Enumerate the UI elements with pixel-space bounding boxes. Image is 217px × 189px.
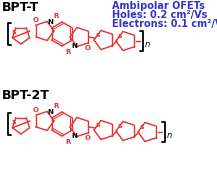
Text: R: R — [53, 13, 59, 19]
Text: O: O — [85, 135, 91, 141]
Text: S: S — [117, 34, 122, 39]
Text: N: N — [47, 109, 53, 115]
Text: BPT-T: BPT-T — [2, 1, 39, 14]
Text: n: n — [167, 131, 172, 140]
Text: n: n — [145, 40, 150, 49]
Text: O: O — [33, 107, 39, 113]
Text: S: S — [95, 33, 100, 38]
Text: Ambipolar OFETs: Ambipolar OFETs — [112, 1, 205, 11]
Text: N: N — [71, 133, 77, 139]
Text: S: S — [117, 124, 122, 129]
Text: N: N — [71, 43, 77, 49]
Text: R: R — [53, 103, 59, 109]
Text: BPT-2T: BPT-2T — [2, 89, 50, 102]
Text: S: S — [95, 123, 100, 128]
Text: O: O — [33, 17, 39, 23]
Text: O: O — [85, 45, 91, 51]
Text: Electrons: 0.1 cm²/Vs: Electrons: 0.1 cm²/Vs — [112, 19, 217, 29]
Text: S: S — [12, 30, 16, 35]
Text: R: R — [65, 139, 71, 145]
Text: N: N — [47, 19, 53, 25]
Text: S: S — [12, 120, 16, 125]
Text: S: S — [139, 125, 144, 130]
Text: R: R — [65, 49, 71, 55]
Text: Holes: 0.2 cm²/Vs: Holes: 0.2 cm²/Vs — [112, 10, 207, 20]
